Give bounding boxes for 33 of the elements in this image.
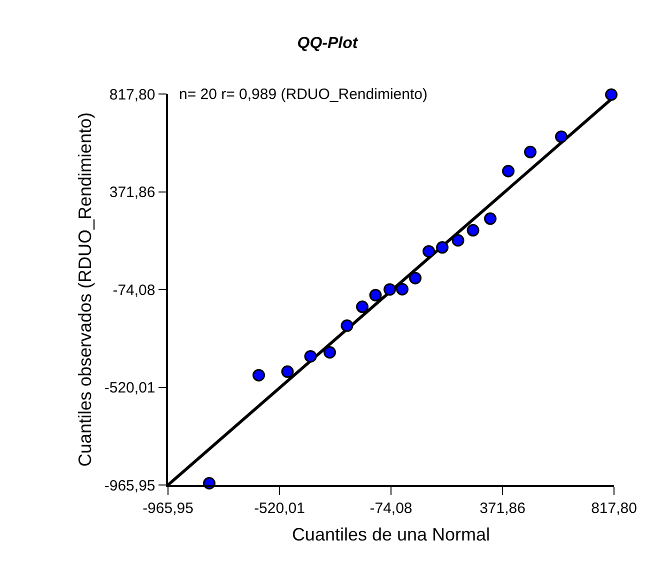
y-tick-label: 817,80 (109, 86, 156, 104)
x-tick-label: -520,01 (254, 500, 305, 517)
point (281, 365, 294, 378)
x-axis-title: Cuantiles de una Normal (292, 524, 490, 544)
point (369, 288, 382, 302)
point (422, 245, 436, 258)
point (409, 272, 422, 284)
point (436, 241, 449, 254)
y-axis-title: Cuantiles observados (RDUO_Rendimiento) (75, 112, 96, 467)
y-tick-label: -965,95 (104, 477, 156, 494)
y-tick-label: 371,86 (109, 184, 156, 201)
point (555, 130, 568, 143)
point (466, 224, 480, 237)
point (452, 234, 464, 247)
annotation: n= 20 r= 0,989 (RDUO_Rendimiento) (179, 86, 428, 103)
point (304, 350, 317, 363)
point (384, 283, 396, 296)
point (502, 164, 515, 178)
point (484, 212, 497, 225)
point (324, 346, 336, 359)
point (340, 319, 354, 332)
point (356, 300, 369, 314)
point (524, 146, 537, 158)
point (605, 88, 618, 101)
chart-title: QQ-Plot (297, 34, 358, 52)
x-tick-label: -965,95 (142, 500, 194, 517)
y-tick-label: -74,08 (112, 282, 156, 299)
y-tick-label: -520,01 (104, 380, 156, 396)
x-tick-label: 371,86 (480, 500, 526, 517)
point (396, 283, 409, 296)
x-tick-label: -74,08 (370, 500, 412, 517)
point (252, 368, 265, 382)
x-tick-label: 817,80 (591, 500, 637, 517)
